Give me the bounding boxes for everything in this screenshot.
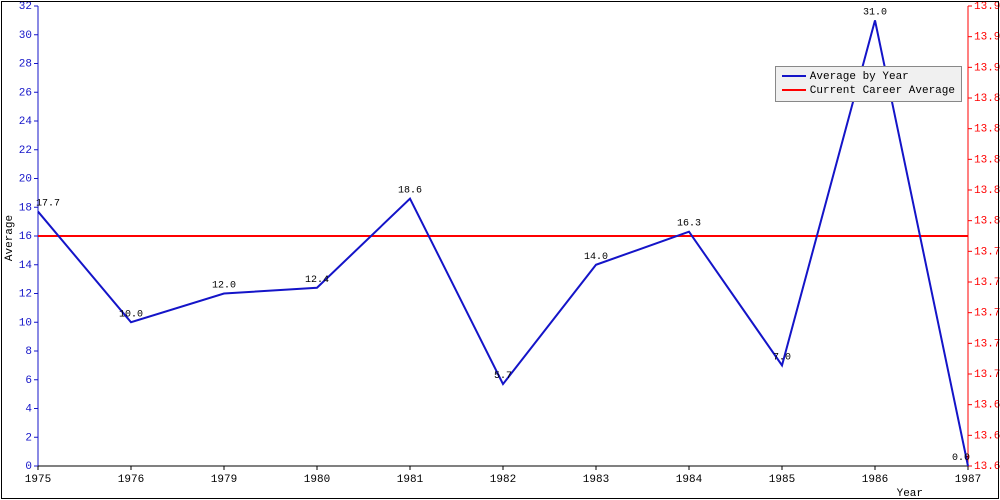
legend-item-avg-by-year: Average by Year — [782, 70, 955, 84]
legend-swatch — [782, 89, 806, 91]
legend-swatch — [782, 75, 806, 77]
legend-label: Current Career Average — [810, 85, 955, 97]
line-chart: 0246810121416182022242628303213.6413.661… — [0, 0, 1000, 500]
legend-item-career-avg: Current Career Average — [782, 84, 955, 98]
legend: Average by Year Current Career Average — [775, 66, 962, 102]
legend-label: Average by Year — [810, 71, 909, 83]
